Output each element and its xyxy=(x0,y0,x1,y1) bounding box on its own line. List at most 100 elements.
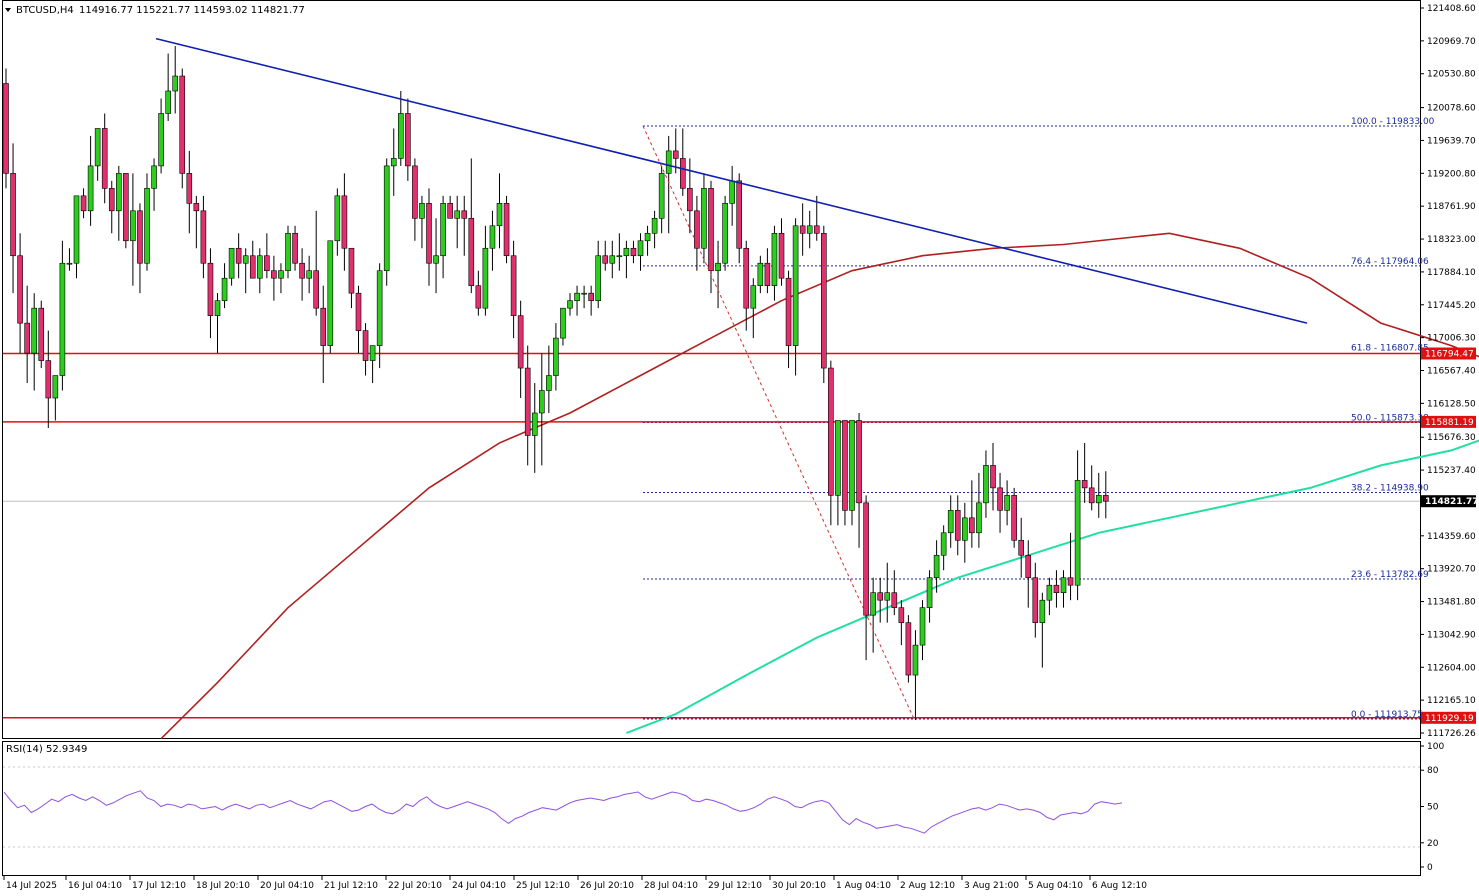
time-tick-label: 25 Jul 12:10 xyxy=(516,881,570,891)
candle-body xyxy=(750,285,757,309)
candle-body xyxy=(912,644,919,676)
price-badges: 116794.47 115881.19 111929.19 114821.77 xyxy=(1421,347,1479,724)
price-tick-label: 113042.90 xyxy=(1427,630,1476,640)
chart-header: BTCUSD,H4 114916.77 115221.77 114593.02 … xyxy=(5,5,305,16)
candle-body xyxy=(285,232,291,272)
candle-body xyxy=(369,345,376,361)
candle-body xyxy=(644,232,651,242)
time-tick-label: 17 Jul 12:10 xyxy=(132,881,186,891)
candle-body xyxy=(45,360,52,399)
candle-body xyxy=(101,128,108,189)
candle-body xyxy=(186,173,193,204)
candle-body xyxy=(193,203,200,212)
candle-body xyxy=(278,270,284,279)
trend-lines xyxy=(155,37,1308,720)
symbol-label: BTCUSD,H4 xyxy=(16,5,74,16)
candle-body xyxy=(792,225,799,346)
candle-body xyxy=(637,240,644,257)
candle-body xyxy=(242,255,249,264)
candle-body xyxy=(24,322,30,354)
price-tick-label: 111726.26 xyxy=(1427,729,1476,739)
candle-body xyxy=(863,502,869,616)
candle-body xyxy=(567,300,573,309)
support-badge-bg xyxy=(1421,415,1476,428)
candles xyxy=(3,46,1109,720)
candle-body xyxy=(73,195,80,264)
candle-body xyxy=(137,210,143,264)
candle-body xyxy=(94,128,101,167)
time-axis[interactable]: 14 Jul 2025 16 Jul 04:10 17 Jul 12:10 18 Ju… xyxy=(3,876,1147,891)
rsi-series-line xyxy=(3,790,1123,834)
candle-body xyxy=(87,165,94,212)
time-tick-label: 20 Jul 04:10 xyxy=(260,881,314,891)
candle-body xyxy=(200,210,207,264)
candle-body xyxy=(799,225,806,234)
price-tick-label: 115237.40 xyxy=(1427,466,1476,476)
candle-body xyxy=(130,210,136,242)
candle-body xyxy=(553,337,559,376)
candle-body xyxy=(165,90,171,114)
candle-body xyxy=(299,262,305,279)
candle-body xyxy=(1032,577,1039,623)
price-tick-label: 113920.70 xyxy=(1427,565,1476,575)
candle-body xyxy=(503,203,510,257)
candle-body xyxy=(983,465,989,504)
fib-swing-line xyxy=(642,125,915,720)
candle-body xyxy=(842,420,848,511)
fib-levels: 100.0 - 119833.00 76.4 - 117964.06 61.8 - … xyxy=(643,117,1435,720)
candle-body xyxy=(151,165,157,189)
candle-body xyxy=(813,225,820,234)
rsi-panel-frame xyxy=(2,741,1421,876)
candle-body xyxy=(362,330,369,361)
price-tick-label: 113481.80 xyxy=(1427,598,1476,608)
candle-body xyxy=(447,203,453,219)
candle-body xyxy=(623,247,630,257)
rsi-tick-label: 0 xyxy=(1427,863,1433,873)
candle-body xyxy=(59,262,66,376)
support-badge-text: 115881.19 xyxy=(1425,418,1474,428)
candle-body xyxy=(1018,539,1025,556)
candle-body xyxy=(1067,577,1074,586)
candle-body xyxy=(665,150,672,174)
candle-body xyxy=(976,502,982,534)
price-tick-label: 112165.10 xyxy=(1427,696,1476,706)
current-price-badge-text: 114821.77 xyxy=(1425,497,1479,507)
price-tick-label: 119200.80 xyxy=(1427,169,1476,179)
candle-body xyxy=(1088,487,1095,504)
candle-body xyxy=(341,195,348,249)
symbol-dropdown-icon[interactable] xyxy=(5,8,11,12)
rsi-tick-label: 80 xyxy=(1427,766,1439,776)
candle-body xyxy=(771,232,778,286)
candle-body xyxy=(708,188,714,272)
candle-body xyxy=(412,165,418,219)
price-tick-label: 112604.00 xyxy=(1427,663,1476,673)
price-tick-label: 120078.60 xyxy=(1427,104,1476,114)
candle-body xyxy=(954,510,961,541)
price-tick-label: 121408.60 xyxy=(1427,4,1476,14)
candle-body xyxy=(560,307,566,339)
candle-body xyxy=(524,367,531,436)
candle-body xyxy=(38,307,45,361)
candle-body xyxy=(292,232,298,264)
candle-body xyxy=(376,270,383,346)
price-tick-label: 119639.70 xyxy=(1427,136,1476,146)
ma-slow-line xyxy=(160,232,1479,740)
support-badge-bg xyxy=(1421,711,1476,724)
fib-label: 38.2 - 114938.90 xyxy=(1351,483,1429,493)
rsi-title: RSI(14) 52.9349 xyxy=(6,744,87,755)
price-tick-label: 116567.40 xyxy=(1427,367,1476,377)
price-tick-label: 117006.30 xyxy=(1427,334,1476,344)
support-lines xyxy=(3,352,1420,719)
candle-body xyxy=(221,277,228,301)
rsi-line xyxy=(3,790,1123,834)
candle-body xyxy=(108,188,115,212)
price-axis[interactable]: 121408.60 120969.70 120530.80 120078.60 1196… xyxy=(1420,4,1476,739)
candle-body xyxy=(383,165,390,272)
candle-body xyxy=(947,510,954,534)
time-tick-label: 26 Jul 20:10 xyxy=(580,881,634,891)
candle-body xyxy=(926,577,933,608)
candle-body xyxy=(256,255,263,279)
time-tick-label: 21 Jul 12:10 xyxy=(324,881,378,891)
time-tick-label: 5 Aug 04:10 xyxy=(1028,881,1083,891)
